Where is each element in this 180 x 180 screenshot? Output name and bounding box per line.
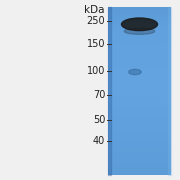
Text: 100: 100 xyxy=(87,66,105,76)
Ellipse shape xyxy=(122,18,158,31)
Ellipse shape xyxy=(124,28,155,34)
Bar xyxy=(108,7,111,175)
Text: 50: 50 xyxy=(93,115,105,125)
Text: 70: 70 xyxy=(93,89,105,100)
Bar xyxy=(168,7,171,175)
Text: 250: 250 xyxy=(87,16,105,26)
Text: 40: 40 xyxy=(93,136,105,146)
Ellipse shape xyxy=(129,69,141,75)
Text: kDa: kDa xyxy=(84,5,104,15)
Text: 150: 150 xyxy=(87,39,105,49)
